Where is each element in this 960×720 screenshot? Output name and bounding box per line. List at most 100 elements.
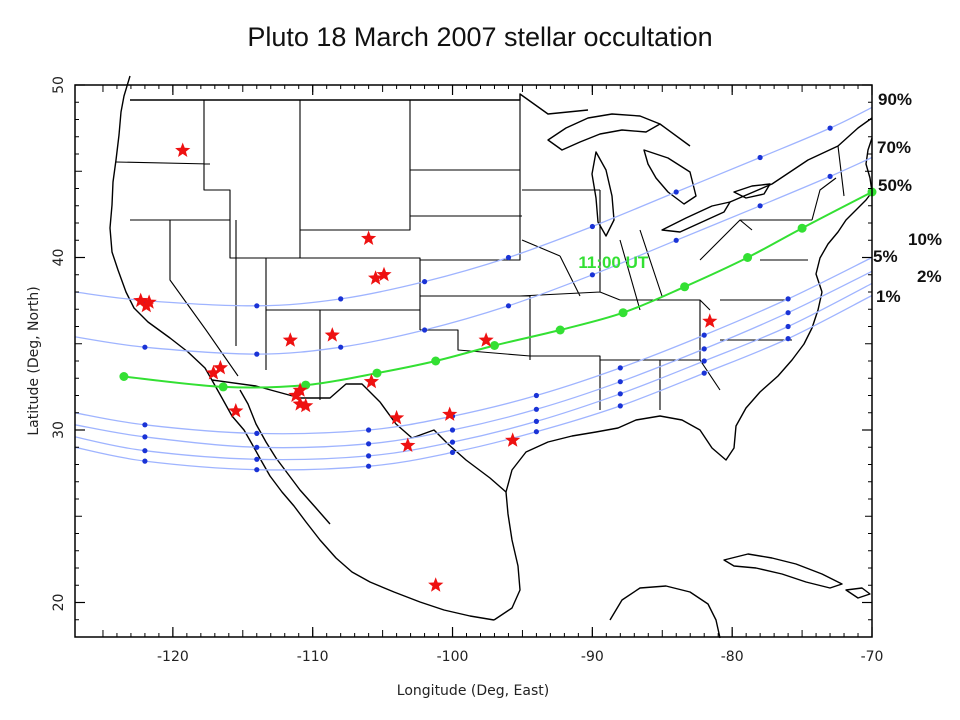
probability-line-1pct bbox=[74, 294, 873, 471]
station-star bbox=[175, 142, 191, 157]
y-tick-label: 50 bbox=[51, 76, 67, 94]
probability-point-70pct bbox=[505, 303, 512, 309]
probability-line-90pct bbox=[74, 106, 873, 307]
probability-point-90pct bbox=[338, 296, 344, 302]
probability-point-70pct bbox=[254, 351, 260, 357]
probability-point-2pct bbox=[785, 323, 791, 330]
probability-point-1pct bbox=[701, 370, 707, 376]
probability-label-1pct: 1% bbox=[876, 287, 901, 306]
station-star bbox=[478, 332, 494, 347]
probability-label-2pct: 2% bbox=[917, 267, 942, 286]
probability-point-2pct bbox=[449, 439, 456, 445]
x-axis-title: Longitude (Deg, East) bbox=[397, 683, 549, 699]
center-line-point bbox=[797, 223, 807, 233]
probability-point-10pct bbox=[254, 430, 260, 436]
probability-point-1pct bbox=[449, 449, 456, 455]
x-tick-label: -70 bbox=[861, 649, 884, 665]
station-star bbox=[505, 432, 521, 447]
probability-point-1pct bbox=[254, 467, 260, 473]
x-tick-label: -100 bbox=[437, 649, 469, 665]
chart-title: Pluto 18 March 2007 stellar occultation bbox=[247, 22, 713, 52]
y-tick-label: 30 bbox=[51, 421, 67, 439]
probability-point-5pct bbox=[617, 379, 623, 385]
probability-label-5pct: 5% bbox=[873, 247, 898, 266]
station-star bbox=[428, 577, 444, 592]
probability-point-2pct bbox=[254, 456, 260, 462]
probability-line-70pct bbox=[74, 156, 873, 355]
center-line-point bbox=[680, 282, 690, 292]
probability-point-5pct bbox=[366, 441, 372, 447]
probability-point-90pct bbox=[254, 303, 260, 309]
station-star bbox=[205, 365, 221, 380]
probability-label-70pct: 70% bbox=[877, 138, 911, 157]
probability-point-5pct bbox=[701, 346, 707, 352]
probability-label-90pct: 90% bbox=[878, 90, 912, 109]
station-star bbox=[141, 294, 157, 309]
probability-line-10pct bbox=[74, 256, 873, 435]
probability-point-5pct bbox=[254, 444, 260, 450]
probability-point-90pct bbox=[757, 154, 763, 161]
station-star bbox=[298, 397, 314, 413]
station-star bbox=[324, 327, 340, 342]
probability-point-1pct bbox=[142, 458, 148, 464]
center-line-point bbox=[372, 368, 382, 378]
station-star bbox=[400, 437, 416, 452]
probability-point-10pct bbox=[617, 365, 623, 371]
lake-erie bbox=[661, 201, 731, 233]
probability-point-70pct bbox=[422, 327, 428, 333]
coastline-yucatan bbox=[609, 585, 721, 639]
probability-point-70pct bbox=[142, 344, 148, 350]
center-line-point bbox=[431, 356, 441, 366]
probability-point-1pct bbox=[366, 463, 372, 469]
lake-ontario bbox=[733, 183, 771, 199]
station-star bbox=[288, 387, 304, 402]
station-star bbox=[368, 270, 384, 285]
probability-point-2pct bbox=[701, 358, 707, 364]
station-star bbox=[389, 409, 405, 425]
center-line-point bbox=[218, 382, 228, 392]
probability-point-2pct bbox=[617, 391, 623, 397]
center-line-point bbox=[301, 380, 311, 390]
border-mexico bbox=[211, 379, 507, 493]
stations-layer bbox=[133, 142, 718, 592]
series-layer bbox=[74, 106, 877, 473]
probability-point-1pct bbox=[785, 336, 791, 342]
y-axis-title: Latitude (Deg, North) bbox=[26, 286, 42, 435]
island-cuba bbox=[723, 553, 843, 589]
axes-layer: -120 -110 -100 -90 -80 -70 20 30 40 50 bbox=[51, 76, 883, 665]
probability-point-90pct bbox=[673, 189, 679, 195]
y-tick-label: 40 bbox=[51, 249, 67, 267]
station-star bbox=[212, 359, 228, 375]
center-line-point bbox=[490, 341, 499, 350]
lake-superior bbox=[547, 113, 661, 151]
coastline-pacific bbox=[109, 75, 495, 621]
station-star bbox=[376, 266, 392, 282]
station-star bbox=[702, 313, 718, 328]
x-tick-label: -90 bbox=[581, 649, 604, 665]
probability-point-2pct bbox=[142, 448, 148, 454]
station-star bbox=[133, 292, 149, 308]
probability-point-10pct bbox=[701, 332, 707, 338]
border-canada bbox=[130, 93, 873, 203]
probability-point-90pct bbox=[589, 223, 596, 230]
probability-point-70pct bbox=[673, 237, 679, 243]
island-hispaniola bbox=[845, 587, 871, 599]
probability-point-70pct bbox=[338, 344, 344, 350]
probability-point-5pct bbox=[449, 427, 456, 433]
probability-point-90pct bbox=[422, 279, 428, 285]
coastline-gulf bbox=[493, 291, 823, 621]
center-line-point bbox=[119, 372, 129, 381]
coastline-atlantic bbox=[815, 137, 873, 293]
probability-point-5pct bbox=[142, 434, 148, 440]
probability-point-70pct bbox=[589, 272, 596, 278]
probability-point-70pct bbox=[757, 203, 763, 209]
probability-labels: 90% 70% 50% 10% 5% 2% 1% bbox=[873, 90, 942, 306]
lake-huron bbox=[643, 149, 697, 205]
probability-line-5pct bbox=[74, 270, 873, 449]
probability-point-10pct bbox=[142, 422, 148, 428]
coastline-gulf-of-california bbox=[239, 389, 331, 525]
station-star bbox=[442, 406, 458, 421]
state-boundaries bbox=[115, 100, 845, 410]
probability-label-10pct: 10% bbox=[908, 230, 942, 249]
probability-point-10pct bbox=[366, 427, 372, 433]
